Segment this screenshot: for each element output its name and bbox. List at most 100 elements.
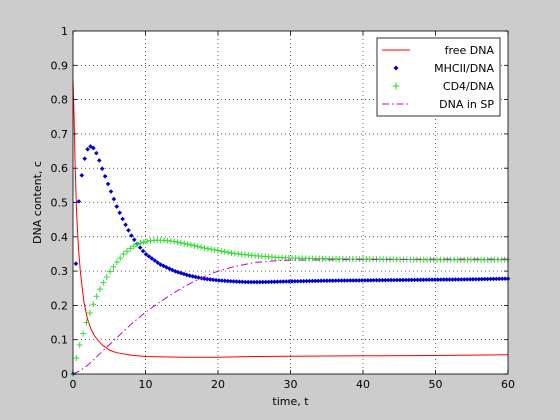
data-point	[435, 277, 441, 282]
legend: free DNA MHCII/DNA CD4/DNA DNA in SP	[376, 37, 501, 117]
data-point	[494, 276, 499, 282]
data-point	[140, 239, 147, 246]
series-2	[70, 237, 511, 377]
data-point	[254, 279, 260, 285]
data-point	[286, 279, 292, 284]
legend-label: free DNA	[445, 44, 495, 57]
data-point	[117, 255, 124, 262]
data-point	[313, 278, 318, 284]
data-point	[304, 278, 309, 284]
data-point	[327, 278, 333, 283]
data-point	[211, 246, 218, 253]
data-point	[301, 278, 306, 284]
data-point	[359, 278, 365, 283]
data-point	[473, 276, 479, 282]
data-point	[496, 276, 502, 282]
data-point	[315, 278, 321, 284]
data-point	[137, 245, 143, 250]
data-point	[221, 248, 228, 255]
data-point	[225, 249, 232, 256]
data-point	[152, 258, 158, 263]
data-point	[415, 277, 420, 283]
data-point	[368, 277, 374, 283]
legend-swatch	[393, 65, 399, 71]
legend-entries: free DNA MHCII/DNA CD4/DNA DNA in SP	[382, 44, 494, 111]
series-line	[72, 80, 509, 358]
data-point	[292, 279, 298, 284]
data-point	[386, 277, 391, 283]
data-point	[432, 277, 438, 282]
data-point	[108, 189, 114, 194]
data-point	[242, 279, 248, 285]
data-point	[491, 276, 496, 282]
data-point	[94, 150, 99, 156]
data-point	[107, 268, 114, 275]
series-0	[72, 80, 509, 358]
data-point	[476, 276, 482, 282]
data-point	[143, 251, 149, 257]
x-tick-label: 20	[211, 378, 225, 391]
y-tick-label: 0.6	[51, 162, 69, 175]
data-point	[187, 273, 193, 279]
data-point	[127, 245, 134, 252]
data-point	[438, 277, 444, 282]
data-point	[149, 256, 155, 261]
data-point	[461, 277, 467, 282]
data-point	[356, 278, 362, 283]
data-point	[117, 210, 123, 216]
data-point	[383, 277, 388, 283]
data-point	[171, 238, 178, 245]
x-tick-label: 0	[70, 378, 77, 391]
data-point	[73, 355, 80, 362]
data-point	[201, 244, 208, 251]
data-point	[110, 263, 117, 270]
data-point	[397, 277, 403, 283]
data-point	[181, 240, 188, 247]
y-tick-label: 0.4	[51, 231, 69, 244]
data-point	[198, 244, 205, 251]
data-point	[394, 277, 400, 283]
data-point	[336, 278, 341, 283]
data-point	[96, 286, 103, 293]
data-point	[208, 246, 215, 253]
data-point	[339, 278, 344, 283]
data-point	[403, 277, 409, 283]
data-point	[333, 278, 339, 283]
data-point	[96, 158, 102, 163]
data-point	[225, 278, 231, 284]
data-point	[240, 279, 245, 285]
data-point	[190, 274, 195, 279]
data-point	[76, 342, 83, 349]
legend-entry: MHCII/DNA	[393, 62, 494, 75]
data-point	[470, 277, 476, 282]
data-point	[342, 278, 347, 283]
data-point	[137, 240, 144, 247]
x-tick-label: 10	[139, 378, 153, 391]
legend-box	[376, 37, 501, 117]
series-3	[72, 258, 508, 375]
data-point	[418, 277, 423, 283]
data-point	[191, 242, 198, 249]
data-point	[467, 277, 473, 282]
data-point	[429, 277, 435, 283]
data-point	[248, 279, 254, 285]
y-tick-label: 0	[61, 368, 68, 381]
data-point	[144, 238, 151, 245]
data-point	[140, 248, 146, 254]
series-line	[72, 258, 508, 375]
x-tick-label: 40	[356, 378, 370, 391]
data-point	[269, 279, 274, 285]
data-point	[499, 276, 505, 282]
data-point	[406, 277, 412, 283]
y-tick-label: 0.5	[51, 197, 69, 210]
data-point	[272, 279, 277, 285]
data-point	[215, 247, 221, 254]
data-point	[123, 222, 128, 228]
legend-label: DNA in SP	[439, 98, 494, 111]
x-tick-label: 60	[501, 378, 515, 391]
data-point	[441, 277, 447, 282]
data-point	[82, 156, 87, 161]
data-point	[120, 216, 125, 222]
data-point	[102, 174, 108, 179]
data-point	[426, 277, 432, 283]
